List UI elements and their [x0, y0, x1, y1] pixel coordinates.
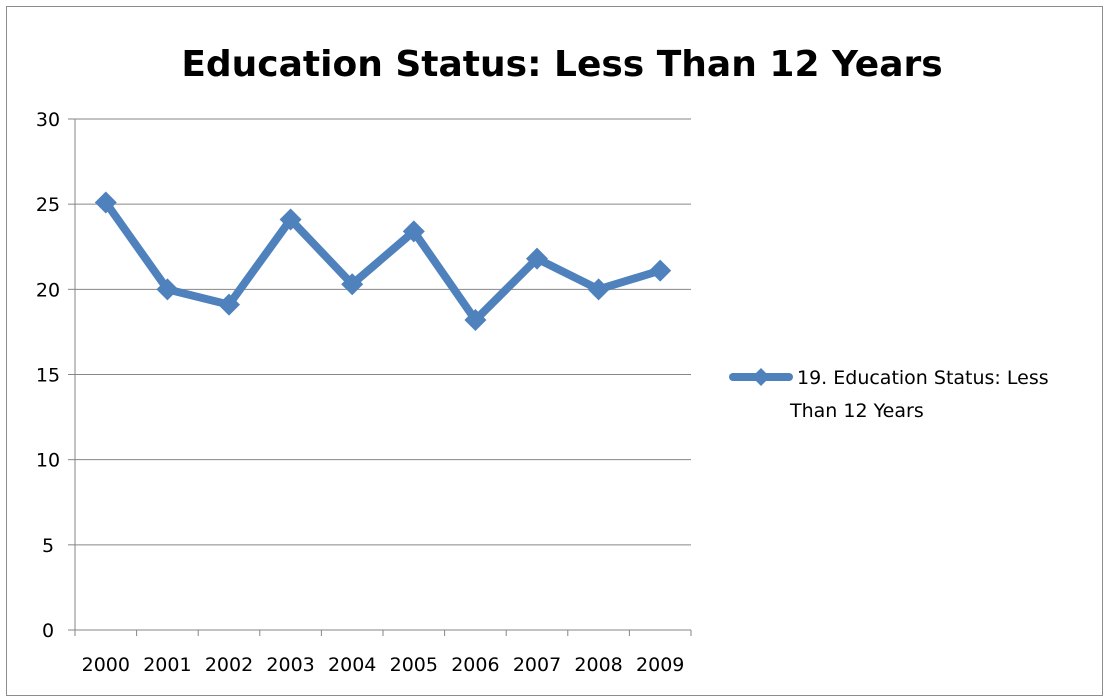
data-point-marker	[649, 259, 672, 282]
y-tick-label: 20	[36, 279, 60, 301]
legend-marker-swatch	[752, 368, 770, 386]
x-tick-label: 2005	[390, 654, 438, 676]
y-tick-label: 10	[36, 450, 60, 472]
x-tick-label: 2009	[636, 654, 684, 676]
x-tick-label: 2002	[205, 654, 253, 676]
series-line	[101, 198, 665, 324]
x-tick-label: 2004	[328, 654, 376, 676]
y-tick-label: 15	[36, 365, 60, 387]
data-point-marker	[587, 278, 610, 301]
gridlines	[75, 118, 691, 546]
chart-title: Education Status: Less Than 12 Years	[181, 44, 942, 85]
y-axis-ticks: 0 5 10 15 20 25 30	[36, 109, 75, 642]
y-tick-label: 5	[42, 535, 54, 557]
x-tick-label: 2000	[82, 654, 130, 676]
y-tick-label: 30	[36, 109, 60, 131]
x-axis-ticks: 2000 2001 2002 2003 2004 2005 2006 2007 2008 2009	[74, 630, 692, 676]
legend-label-line-1: 19. Education Status: Less	[797, 367, 1049, 389]
y-tick-label: 0	[42, 620, 54, 642]
legend: 19. Education Status: Less Than 12 Years	[729, 367, 1049, 422]
legend-label-line-2: Than 12 Years	[789, 400, 924, 422]
data-point-marker	[341, 273, 364, 296]
x-tick-label: 2001	[143, 654, 191, 676]
y-tick-label: 25	[36, 194, 60, 216]
data-point-marker	[464, 308, 487, 331]
data-point-marker	[218, 293, 240, 316]
x-tick-label: 2007	[513, 654, 561, 676]
x-tick-label: 2003	[266, 654, 314, 676]
x-tick-label: 2006	[451, 654, 499, 676]
x-tick-label: 2008	[574, 654, 622, 676]
data-point-marker	[156, 278, 179, 301]
data-point-marker	[279, 208, 302, 231]
data-point-marker	[94, 191, 117, 214]
data-series	[94, 191, 672, 331]
data-point-marker	[402, 220, 425, 243]
data-point-marker	[526, 247, 548, 270]
